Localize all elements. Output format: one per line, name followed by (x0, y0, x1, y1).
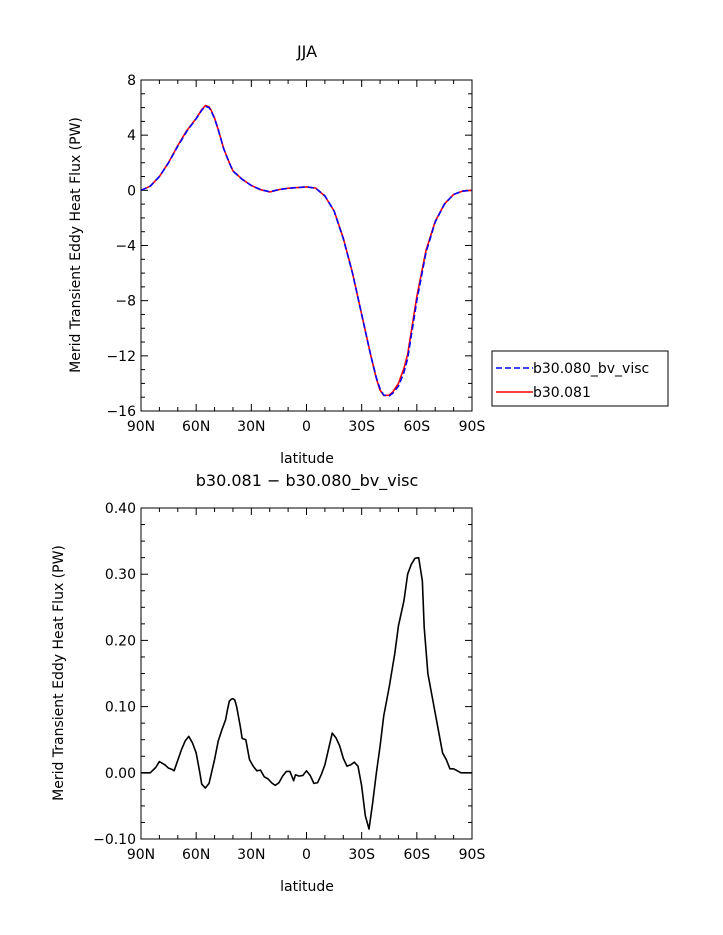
x-tick-label: 60N (182, 419, 210, 435)
chart-title: b30.081 − b30.080_bv_visc (196, 471, 419, 491)
y-tick-label: −0.10 (93, 832, 136, 848)
tick-marks (140, 79, 473, 412)
y-tick-label: −8 (115, 294, 136, 310)
y-tick-label: 0.20 (105, 633, 136, 649)
y-tick-label: 0.00 (105, 766, 136, 782)
legend-label-0: b30.080_bv_visc (533, 361, 649, 377)
y-tick-labels: 0.40 0.30 0.20 0.10 0.00 −0.10 (93, 501, 136, 848)
x-tick-label: 30S (348, 419, 375, 435)
y-tick-label: 8 (127, 73, 136, 89)
y-tick-label: 0.30 (105, 567, 136, 583)
series-layer (140, 104, 473, 397)
x-tick-label: 30S (348, 847, 375, 863)
x-axis-title: latitude (280, 451, 334, 467)
x-tick-label: 90N (127, 419, 155, 435)
x-tick-label: 30N (237, 847, 265, 863)
x-tick-label: 60N (182, 847, 210, 863)
legend-box (491, 350, 669, 407)
chart-jja: JJA 8 4 0 −4 −8 −12 −16 90N 60N 30N 0 30S 60S 90S la… (68, 42, 669, 467)
y-tick-label: −16 (106, 404, 136, 420)
x-axis-title: latitude (280, 879, 334, 895)
x-tick-label: 0 (302, 419, 311, 435)
y-tick-label: −12 (106, 349, 136, 365)
y-tick-labels: 8 4 0 −4 −8 −12 −16 (106, 73, 136, 420)
x-tick-labels: 90N 60N 30N 0 30S 60S 90S (127, 419, 486, 435)
chart-difference: b30.081 − b30.080_bv_visc 0.400.300.200.… (51, 471, 485, 895)
x-tick-label: 90S (459, 419, 486, 435)
x-tick-label: 0 (302, 847, 311, 863)
y-axis-title: Merid Transient Eddy Heat Flux (PW) (68, 117, 84, 373)
x-tick-label: 90N (127, 847, 155, 863)
plot-frame (140, 507, 473, 840)
series-layer (141, 556, 472, 830)
series-line-1 (140, 104, 473, 397)
legend: b30.080_bv_visc b30.081 (491, 350, 669, 407)
x-tick-label: 60S (403, 419, 430, 435)
x-tick-label: 60S (403, 847, 430, 863)
x-tick-labels: 90N 60N 30N 0 30S 60S 90S (127, 847, 486, 863)
x-tick-label: 30N (237, 419, 265, 435)
y-tick-label: 0.10 (105, 700, 136, 716)
y-tick-label: 4 (127, 128, 136, 144)
y-axis-title: Merid Transient Eddy Heat Flux (PW) (51, 545, 67, 801)
chart-title: JJA (296, 42, 317, 61)
tick-marks (140, 507, 473, 840)
y-tick-label: 0.40 (105, 501, 136, 517)
y-tick-label: 0 (127, 183, 136, 199)
plot-frame (140, 79, 473, 412)
x-tick-label: 90S (459, 847, 486, 863)
series-line-0 (141, 556, 472, 830)
y-tick-label: −4 (115, 239, 136, 255)
legend-label-1: b30.081 (533, 385, 591, 401)
series-line-0 (140, 105, 473, 397)
